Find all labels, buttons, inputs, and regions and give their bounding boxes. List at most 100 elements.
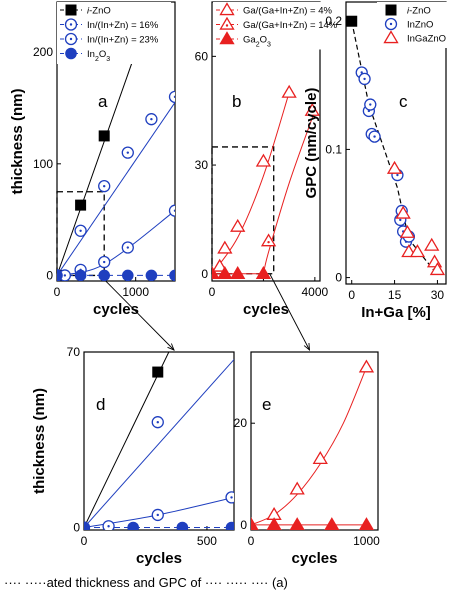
panel-c-trend-line [351,21,436,272]
panel-a-fit-line [57,210,175,276]
panel-d-frame [83,351,235,531]
panel-e-letter: e [262,395,271,414]
panel-a-letter: a [98,92,108,111]
panel-b-ytick-label: 60 [195,49,209,63]
panel-b-legend-box [213,2,343,50]
panel-c-xtick-label: 15 [388,288,402,302]
panel-c-data-point [358,72,371,86]
panel-d-data-point [152,366,164,378]
panel-d-ylabel: thickness (nm) [31,388,48,494]
panel-b-legend-label: Ga/(Ga+In+Zn) = 14% [243,20,338,31]
panel-a-data-point [121,241,134,254]
panel-b-fit-line [262,110,316,274]
panel-a-zoom-arrow [99,275,175,351]
panel-a-legend-marker [64,32,78,46]
panel-b-legend-marker [219,16,235,30]
panel-b-data-point [212,258,228,272]
panel-d-xlabel: cycles [136,550,182,567]
panel-e-fit-line [251,367,367,526]
panel-a-data-point [75,199,87,211]
panel-b-zoom-arrow [269,273,310,351]
panel-d-letter: d [96,395,105,414]
panel-c-data-point [395,205,411,219]
panel-a-xtick-label: 1000 [122,285,149,299]
panel-c-xtick-label: 30 [431,288,445,302]
panel-d-data-point [84,521,90,530]
panel-c-data-point [346,15,358,27]
panel-c-data-point [364,98,377,111]
panel-a-data-point [98,269,110,281]
panel-b-zoom-box [211,146,275,275]
panel-b-data-point [217,265,233,279]
panel-a-data-point [98,255,111,269]
panel-a-data-point [169,269,175,281]
panel-a-legend-label: In/(In+Zn) = 23% [87,35,159,46]
panel-c-ylabel: GPC (nm/cycle) [303,88,320,199]
panel-a-xlabel: cycles [93,301,139,318]
panel-b-legend-label: Ga/(Ga+In+Zn) = 4% [243,6,333,17]
panel-e-data-point [266,517,282,530]
panel-b-xtick-label: 4000 [302,285,329,299]
panel-e-data-point [358,359,375,373]
panel-c-legend-label: InZnO [407,20,433,31]
panel-e-data-point [251,517,259,530]
panel-c-ytick-label: 0 [335,271,342,285]
panel-e-data-point [312,451,328,465]
panel-e-ytick-label: 0 [240,518,247,532]
panel-a-legend-marker [64,18,78,31]
panel-a-ytick-label: 0 [46,268,53,282]
panel-c-legend-label: InGaZnO [407,34,446,45]
panel-a-xtick-label: 0 [54,285,61,299]
panel-d-data-point [102,520,115,530]
panel-d-data-point [176,521,189,530]
panel-e-xtick-label: 1000 [353,534,380,548]
panel-a-data-point [98,179,111,193]
panel-b-legend-marker [219,31,235,45]
panel-a-data-point [121,146,134,159]
panel-e-data-point [289,517,305,530]
panel-d-ytick-label: 70 [67,345,81,359]
panel-d-data-point [151,508,164,522]
panel-e-data-point [324,517,340,530]
panel-c-legend-marker [385,4,397,16]
panel-b-ytick-label: 0 [201,267,208,281]
panel-c-xtick-label: 0 [348,288,355,302]
panel-c-legend-marker [383,30,399,44]
panel-c-legend-label: i-ZnO [407,6,431,17]
panel-b-data-point [260,233,277,247]
panel-a-fit-line [57,102,175,276]
panel-d-fit-line [84,352,170,528]
panel-b-data-point [230,265,246,279]
panel-c-letter: c [399,92,408,111]
panel-b-ytick-label: 30 [195,158,209,172]
panel-d-data-point [225,521,234,530]
panel-d-xtick-label: 0 [81,534,88,548]
panel-a-ylabel: thickness (nm) [9,89,26,195]
panel-d-data-point [225,491,234,504]
panel-b-letter: b [232,92,241,111]
panel-a-legend-label: In/(In+Zn) = 16% [87,20,159,31]
panel-a-data-point [122,269,134,281]
panel-c-ytick-label: 0.2 [325,14,342,28]
figure-caption: ···· ·····ated thickness and GPC of ····… [4,575,288,590]
panel-c-data-point [409,244,426,258]
panel-a-data-point [57,269,63,281]
panel-b-xtick-label: 0 [209,285,216,299]
panel-a-data-point [98,130,110,142]
panel-e-xtick-label: 0 [248,534,255,548]
panel-e-data-point [289,481,305,495]
panel-b-data-point [217,240,233,254]
panel-e-xlabel: cycles [292,550,338,567]
panel-b-data-point [281,84,297,98]
panel-c-ytick-label: 0.1 [325,142,342,156]
panel-b-xlabel: cycles [243,301,289,318]
panel-b-data-point [304,102,320,116]
panel-a-legend-marker [65,47,77,60]
panel-a-legend-marker [65,4,77,16]
panel-b-data-point [212,265,220,279]
panel-d-xtick-label: 500 [197,534,217,548]
panel-d-data-point [127,521,139,530]
panel-a-legend-label: i-ZnO [87,6,111,17]
panel-a-data-point [168,90,175,104]
panel-c-data-point [386,160,403,174]
